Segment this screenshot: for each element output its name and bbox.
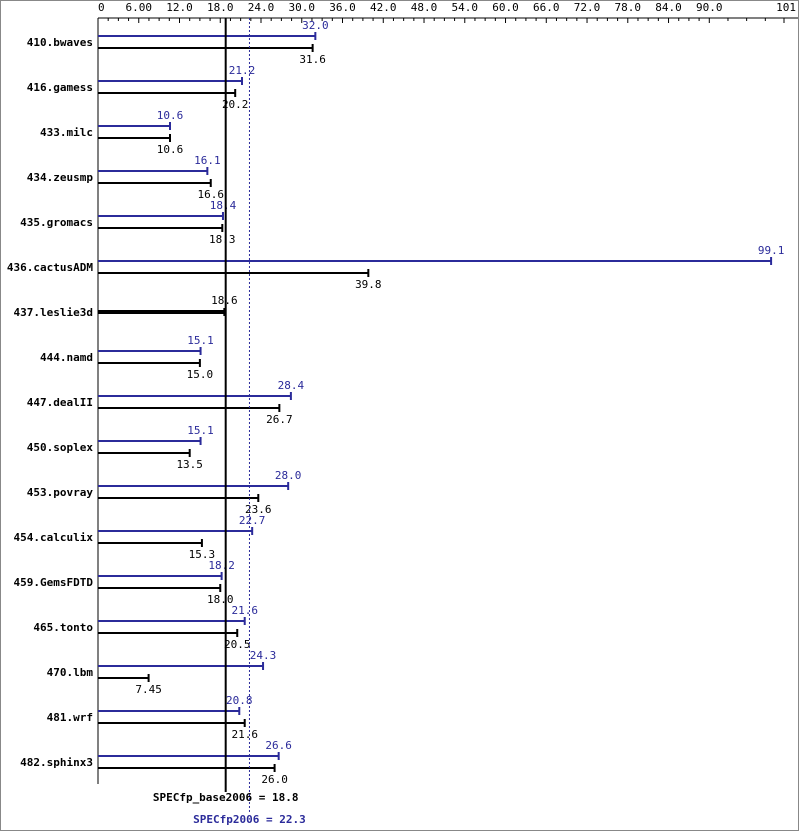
- value-label: 21.2: [229, 64, 256, 77]
- value-label: 18.6: [211, 294, 238, 307]
- benchmark-label: 444.namd: [40, 351, 93, 364]
- value-label: 18.0: [207, 593, 234, 606]
- benchmark-label: 436.cactusADM: [7, 261, 93, 274]
- value-label: 39.8: [355, 278, 382, 291]
- value-label: 26.7: [266, 413, 293, 426]
- x-tick-label: 24.0: [248, 1, 275, 14]
- value-label: 15.3: [189, 548, 216, 561]
- value-label: 16.1: [194, 154, 221, 167]
- value-label: 26.6: [265, 739, 292, 752]
- x-tick-label: 18.0: [207, 1, 234, 14]
- value-label: 13.5: [176, 458, 203, 471]
- x-tick-label: 72.0: [574, 1, 601, 14]
- benchmark-label: 465.tonto: [33, 621, 93, 634]
- benchmark-label: 437.leslie3d: [14, 306, 93, 319]
- x-tick-label: 54.0: [452, 1, 479, 14]
- benchmark-label: 410.bwaves: [27, 36, 93, 49]
- value-label: 21.6: [231, 728, 258, 741]
- value-label: 31.6: [299, 53, 326, 66]
- x-tick-label: 90.0: [696, 1, 723, 14]
- benchmark-label: 453.povray: [27, 486, 94, 499]
- reference-label: SPECfp2006 = 22.3: [193, 813, 306, 826]
- x-tick-label: 0: [98, 1, 105, 14]
- benchmark-label: 434.zeusmp: [27, 171, 94, 184]
- benchmark-label: 435.gromacs: [20, 216, 93, 229]
- value-label: 15.1: [187, 424, 214, 437]
- benchmark-label: 470.lbm: [47, 666, 94, 679]
- value-label: 10.6: [157, 109, 184, 122]
- benchmark-label: 454.calculix: [14, 531, 94, 544]
- x-tick-label: 42.0: [370, 1, 397, 14]
- value-label: 20.2: [222, 98, 249, 111]
- x-tick-label: 30.0: [289, 1, 316, 14]
- x-tick-label: 60.0: [492, 1, 519, 14]
- benchmark-label: 481.wrf: [47, 711, 93, 724]
- value-label: 24.3: [250, 649, 277, 662]
- benchmark-label: 416.gamess: [27, 81, 93, 94]
- value-label: 15.0: [187, 368, 214, 381]
- value-label: 28.4: [278, 379, 305, 392]
- x-tick-label: 84.0: [655, 1, 682, 14]
- value-label: 18.2: [208, 559, 235, 572]
- benchmark-label: 450.soplex: [27, 441, 94, 454]
- value-label: 7.45: [135, 683, 162, 696]
- value-label: 20.5: [224, 638, 251, 651]
- reference-label: SPECfp_base2006 = 18.8: [153, 791, 299, 804]
- value-label: 18.4: [210, 199, 237, 212]
- value-label: 18.3: [209, 233, 236, 246]
- x-tick-label: 12.0: [166, 1, 193, 14]
- value-label: 16.6: [197, 188, 224, 201]
- x-tick-label: 66.0: [533, 1, 560, 14]
- x-tick-label: 48.0: [411, 1, 438, 14]
- x-tick-label: 36.0: [329, 1, 356, 14]
- value-label: 32.0: [302, 19, 329, 32]
- value-label: 26.0: [261, 773, 288, 786]
- benchmark-label: 447.dealII: [27, 396, 93, 409]
- value-label: 28.0: [275, 469, 302, 482]
- x-tick-label: 101: [776, 1, 796, 14]
- x-tick-label: 78.0: [615, 1, 642, 14]
- x-tick-label: 6.00: [126, 1, 153, 14]
- benchmark-label: 459.GemsFDTD: [14, 576, 94, 589]
- value-label: 21.6: [231, 604, 258, 617]
- value-label: 23.6: [245, 503, 272, 516]
- value-label: 20.8: [226, 694, 253, 707]
- benchmark-label: 482.sphinx3: [20, 756, 93, 769]
- value-label: 99.1: [758, 244, 785, 257]
- value-label: 10.6: [157, 143, 184, 156]
- value-label: 15.1: [187, 334, 214, 347]
- value-label: 22.7: [239, 514, 266, 527]
- benchmark-label: 433.milc: [40, 126, 93, 139]
